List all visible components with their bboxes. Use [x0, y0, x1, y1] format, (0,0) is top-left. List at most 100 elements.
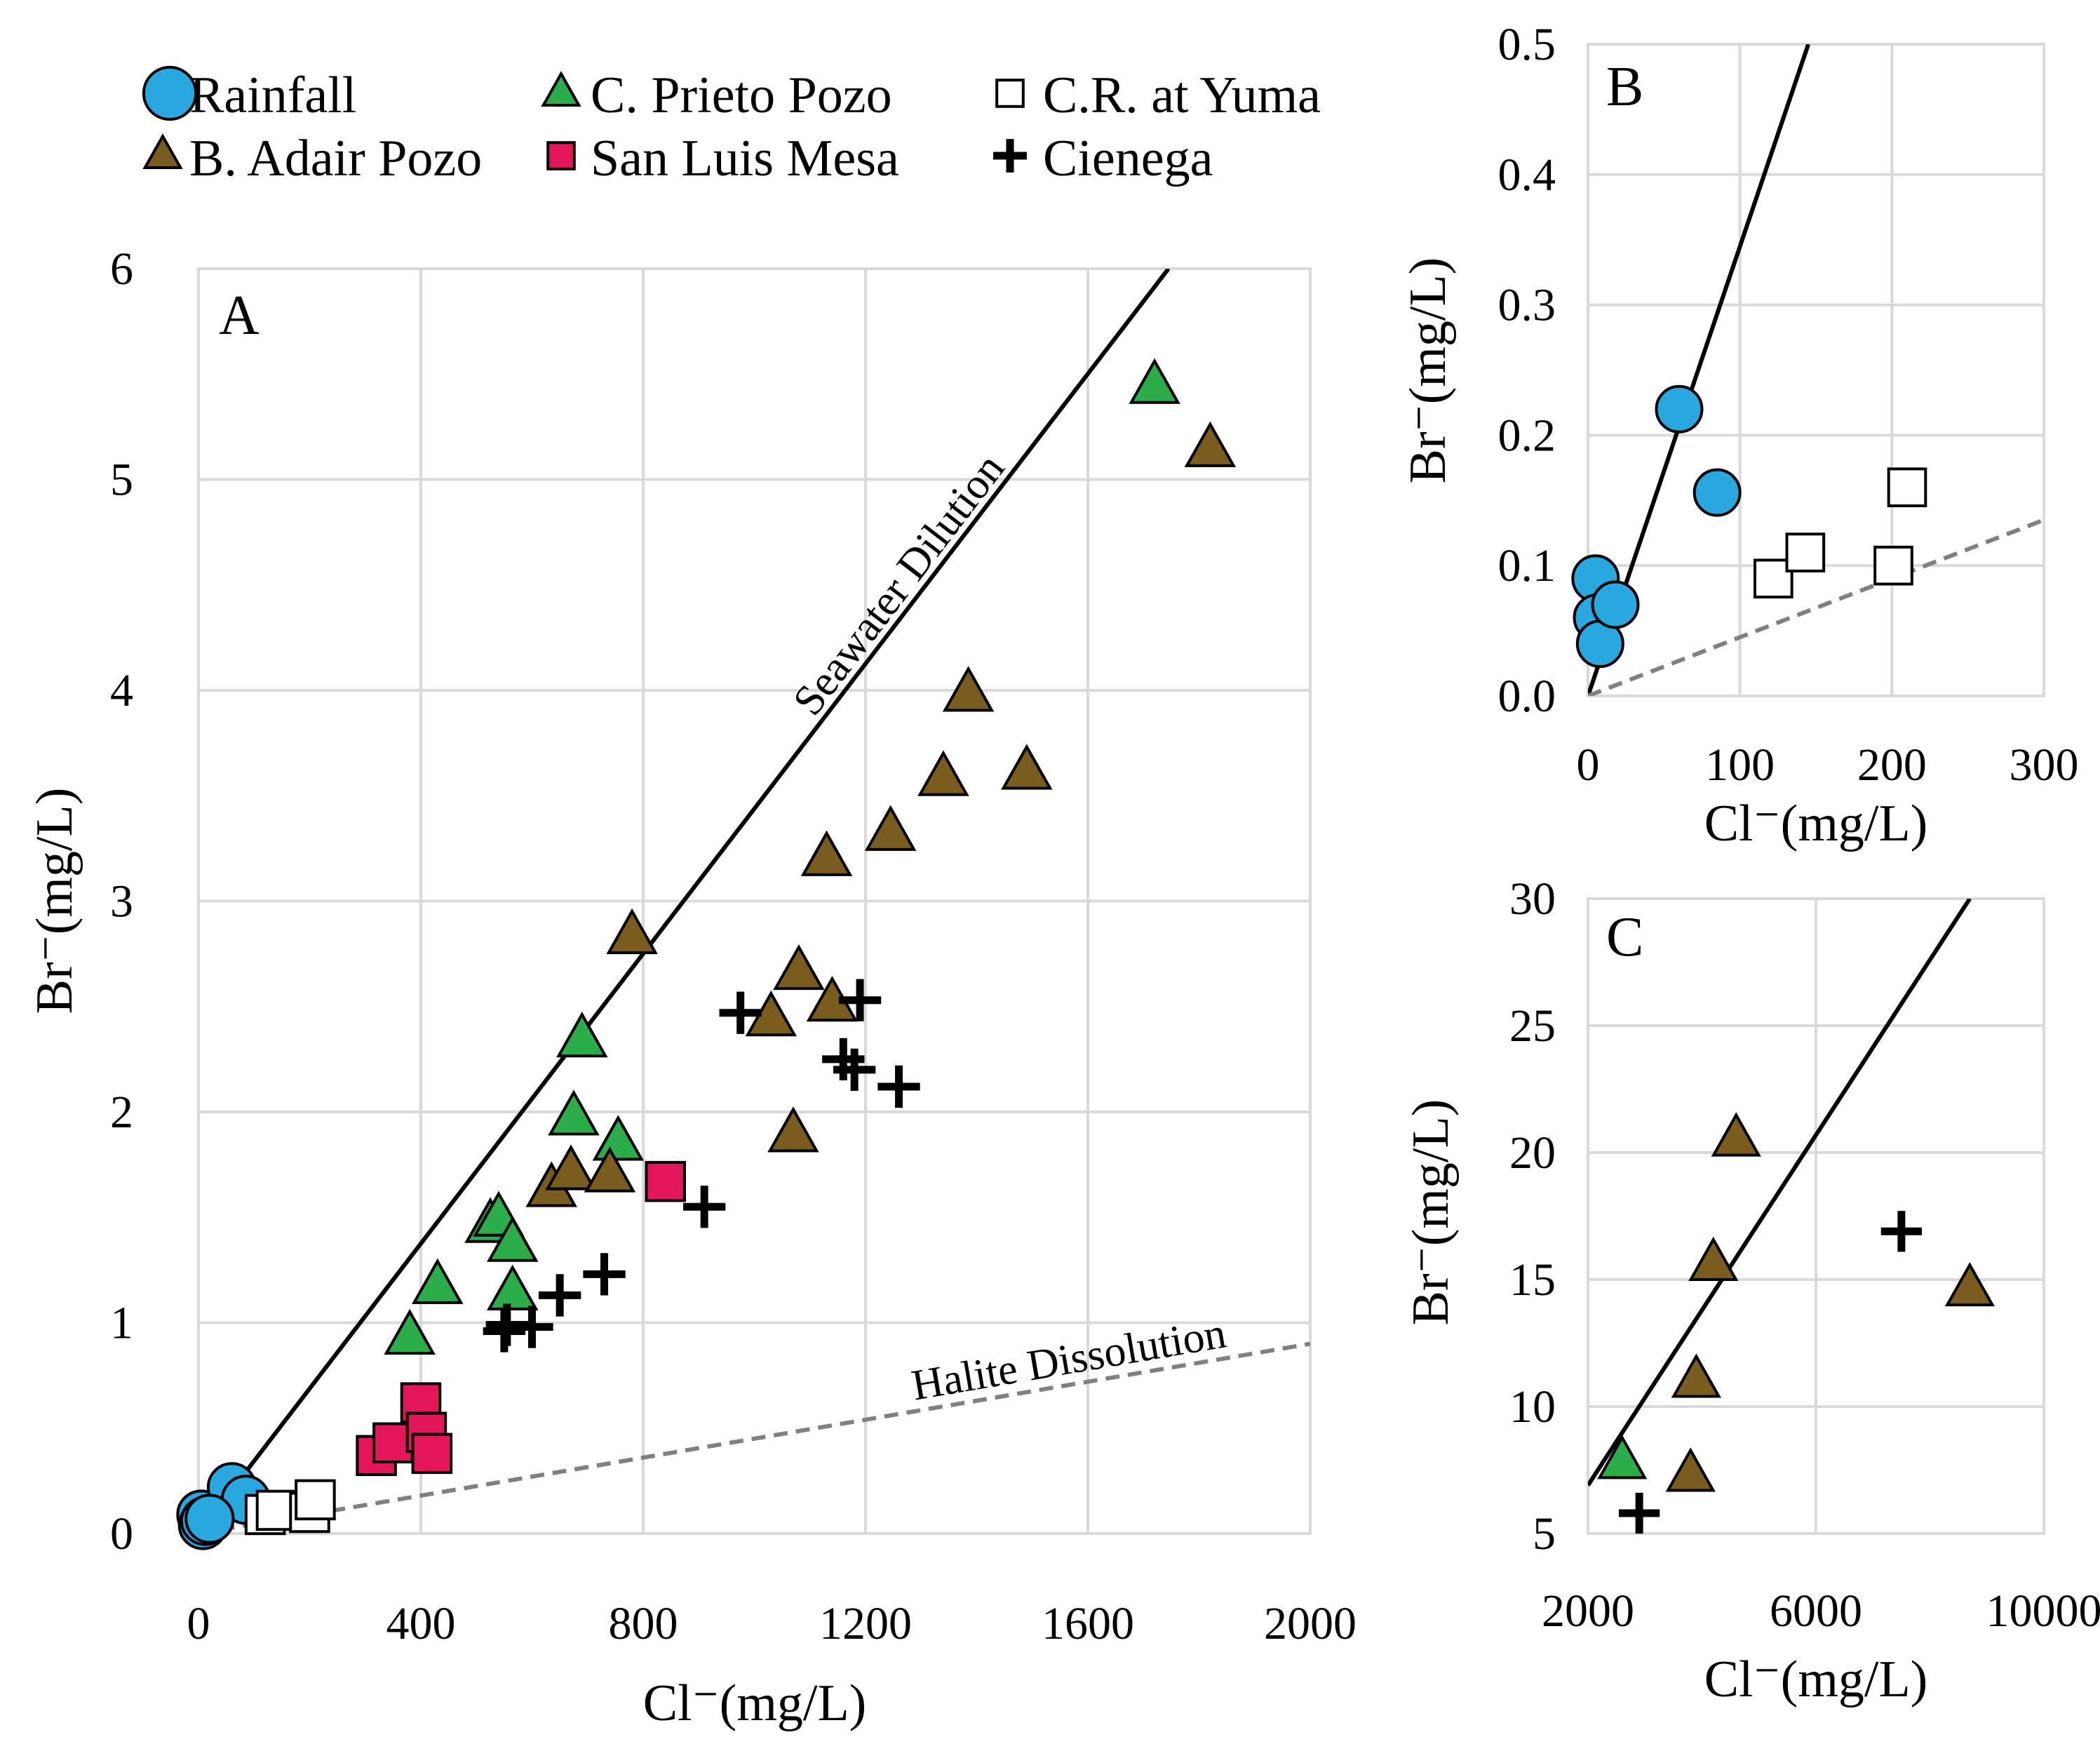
panel-a-x-axis-label: Cl⁻(mg/L) [643, 1675, 867, 1732]
panel-b-y-tick-label: 0.0 [1498, 671, 1556, 722]
panel-c-plot-frame [1587, 897, 2045, 1535]
panel-b-reference-lines [1588, 44, 2044, 696]
legend-marker-cienega [993, 139, 1027, 173]
legend-label-c-prieto-pozo: C. Prieto Pozo [591, 67, 892, 124]
panel-a-point-b-adair-pozo [545, 1144, 597, 1190]
panel-a-point-cienega [719, 991, 762, 1034]
panel-a-series-b-adair-pozo [525, 421, 1237, 1207]
panel-a-point-b-adair-pozo [800, 830, 853, 876]
panel-c-point-b-adair-pozo [1944, 1261, 1995, 1307]
panel-c-point-b-adair-pozo [1671, 1353, 1721, 1398]
panel-a-x-tick-label: 0 [187, 1598, 210, 1649]
panel-a-x-tick-label: 800 [609, 1598, 678, 1649]
panel-b-letter: B [1606, 56, 1643, 118]
panel-c-y-tick-label: 30 [1509, 873, 1556, 925]
legend: Rainfall C. Prieto Pozo C.R. at Yuma B. Ada… [142, 65, 1321, 187]
panel-b-x-tick-label: 200 [1857, 739, 1927, 791]
panel-a-point-cienega [838, 979, 882, 1021]
panel-c-point-b-adair-pozo [1688, 1236, 1739, 1281]
panel-a-x-tick-label: 1200 [819, 1598, 912, 1649]
panel-a-point-c-prieto-pozo [556, 1012, 608, 1058]
panel-b-y-tick-label: 0.1 [1498, 540, 1556, 591]
panel-b-point-c-r-at-yuma [1887, 467, 1927, 508]
panel-b-x-axis-label: Cl⁻(mg/L) [1704, 795, 1928, 852]
panel-a-series-san-luis-mesa [356, 1160, 686, 1477]
panel-a-chart: Seawater Dilution Halite Dissolution 0 400 8… [26, 243, 1357, 1732]
panel-a-point-san-luis-mesa [411, 1433, 453, 1475]
panel-a-y-tick-label: 1 [110, 1298, 133, 1349]
panel-a-point-c-prieto-pozo [592, 1115, 645, 1161]
panel-b-x-tick-label: 300 [2010, 739, 2079, 791]
panel-b-chart: 0 100 200 300 0.0 0.1 0.2 0.3 0.4 0.5 Cl⁻(mg/L) Br⁻… [1399, 19, 2079, 852]
legend-label-c-r-at-yuma: C.R. at Yuma [1043, 67, 1321, 124]
panel-a-point-b-adair-pozo [864, 805, 917, 851]
panel-a-point-c-prieto-pozo [412, 1258, 464, 1304]
panel-b-point-c-r-at-yuma [1785, 532, 1826, 572]
panel-c-y-tick-label: 25 [1509, 1000, 1556, 1052]
panel-a-line-halite-dissolution [198, 1341, 1310, 1534]
panel-b-series-c-r-at-yuma [1754, 467, 1927, 599]
panel-a-y-tick-label: 4 [110, 665, 133, 716]
panel-c-series-c-prieto-pozo [1597, 1435, 1648, 1480]
panel-a-point-rainfall [184, 1494, 235, 1544]
panel-a-point-b-adair-pozo [917, 750, 969, 796]
panel-a-y-tick-label: 2 [110, 1087, 133, 1138]
panel-a-series-cienega [483, 979, 920, 1353]
panel-a-point-cienega [877, 1065, 920, 1108]
panel-a-point-b-adair-pozo [606, 908, 658, 955]
panel-c-y-tick-label: 20 [1509, 1127, 1556, 1179]
panel-a-x-tick-label: 400 [386, 1598, 456, 1649]
panel-a-point-c-prieto-pozo [486, 1216, 539, 1262]
panel-c-point-cienega [1619, 1492, 1660, 1534]
panel-b-y-tick-label: 0.4 [1498, 149, 1556, 201]
panel-a-point-b-adair-pozo [942, 666, 995, 712]
panel-c-x-tick-label: 6000 [1770, 1585, 1862, 1637]
panel-c-chart: 2000 6000 10000 5 10 15 20 25 30 Cl⁻(mg/L) Br⁻(mg/… [1402, 873, 2100, 1708]
panel-a-y-tick-label: 5 [110, 455, 133, 506]
panel-a-point-c-r-at-yuma [295, 1479, 336, 1521]
panel-b-x-tick-label: 100 [1705, 739, 1775, 791]
panel-a-x-tick-label: 2000 [1264, 1598, 1357, 1649]
panel-a-line-seawater-dilution [198, 269, 1171, 1534]
panel-a-point-b-adair-pozo [584, 1146, 636, 1193]
panel-c-x-axis-label: Cl⁻(mg/L) [1704, 1651, 1928, 1708]
panel-b-x-tick-label: 0 [1577, 739, 1600, 791]
panel-b-y-tick-label: 0.5 [1498, 19, 1556, 70]
panel-b-point-rainfall [1692, 468, 1742, 517]
panel-a-annotation-seawater-dilution: Seawater Dilution [784, 445, 1014, 724]
panel-b-y-tick-label: 0.3 [1498, 280, 1556, 331]
panel-a-plot-frame [197, 267, 1312, 1535]
panel-a-point-b-adair-pozo [1184, 421, 1237, 467]
panel-c-point-b-adair-pozo [1711, 1112, 1761, 1157]
legend-label-cienega: Cienega [1043, 130, 1213, 187]
panel-a-point-c-r-at-yuma [255, 1489, 297, 1531]
panel-a-reference-lines [198, 269, 1310, 1534]
panel-c-y-tick-label: 10 [1509, 1381, 1556, 1433]
legend-marker-c-r-at-yuma [995, 79, 1025, 108]
panel-b-y-axis-label: Br⁻(mg/L) [1399, 257, 1457, 484]
panel-a-point-b-adair-pozo [1001, 744, 1053, 790]
panel-a-series-c-prieto-pozo [384, 358, 1180, 1355]
panel-c-letter: C [1606, 906, 1643, 968]
legend-label-b-adair-pozo: B. Adair Pozo [189, 130, 482, 187]
panel-a-point-cienega [683, 1186, 726, 1228]
panel-a-point-c-prieto-pozo [486, 1264, 539, 1310]
panel-a-point-c-prieto-pozo [1129, 358, 1180, 404]
panel-a-y-tick-label: 3 [110, 876, 133, 927]
panel-b-point-rainfall [1591, 580, 1640, 629]
panel-a-point-san-luis-mesa [645, 1160, 686, 1202]
panel-b-line-halite-dissolution [1588, 518, 2044, 696]
panel-a-point-cienega [583, 1253, 626, 1296]
panel-a-y-tick-label: 6 [110, 243, 133, 295]
panel-c-y-tick-label: 5 [1533, 1508, 1556, 1559]
panel-a-point-cienega [511, 1306, 553, 1348]
legend-label-rainfall: Rainfall [189, 67, 356, 124]
panel-c-point-cienega [1880, 1211, 1922, 1252]
panel-b-series-rainfall [1571, 384, 1742, 669]
panel-c-x-tick-label: 10000 [1986, 1585, 2100, 1637]
panel-a-series-rainfall [176, 1462, 271, 1550]
panel-c-point-c-prieto-pozo [1597, 1435, 1648, 1480]
panel-c-reference-lines [1588, 899, 1972, 1487]
panel-c-series-b-adair-pozo [1665, 1112, 1995, 1492]
panel-c-x-tick-label: 2000 [1542, 1585, 1634, 1637]
